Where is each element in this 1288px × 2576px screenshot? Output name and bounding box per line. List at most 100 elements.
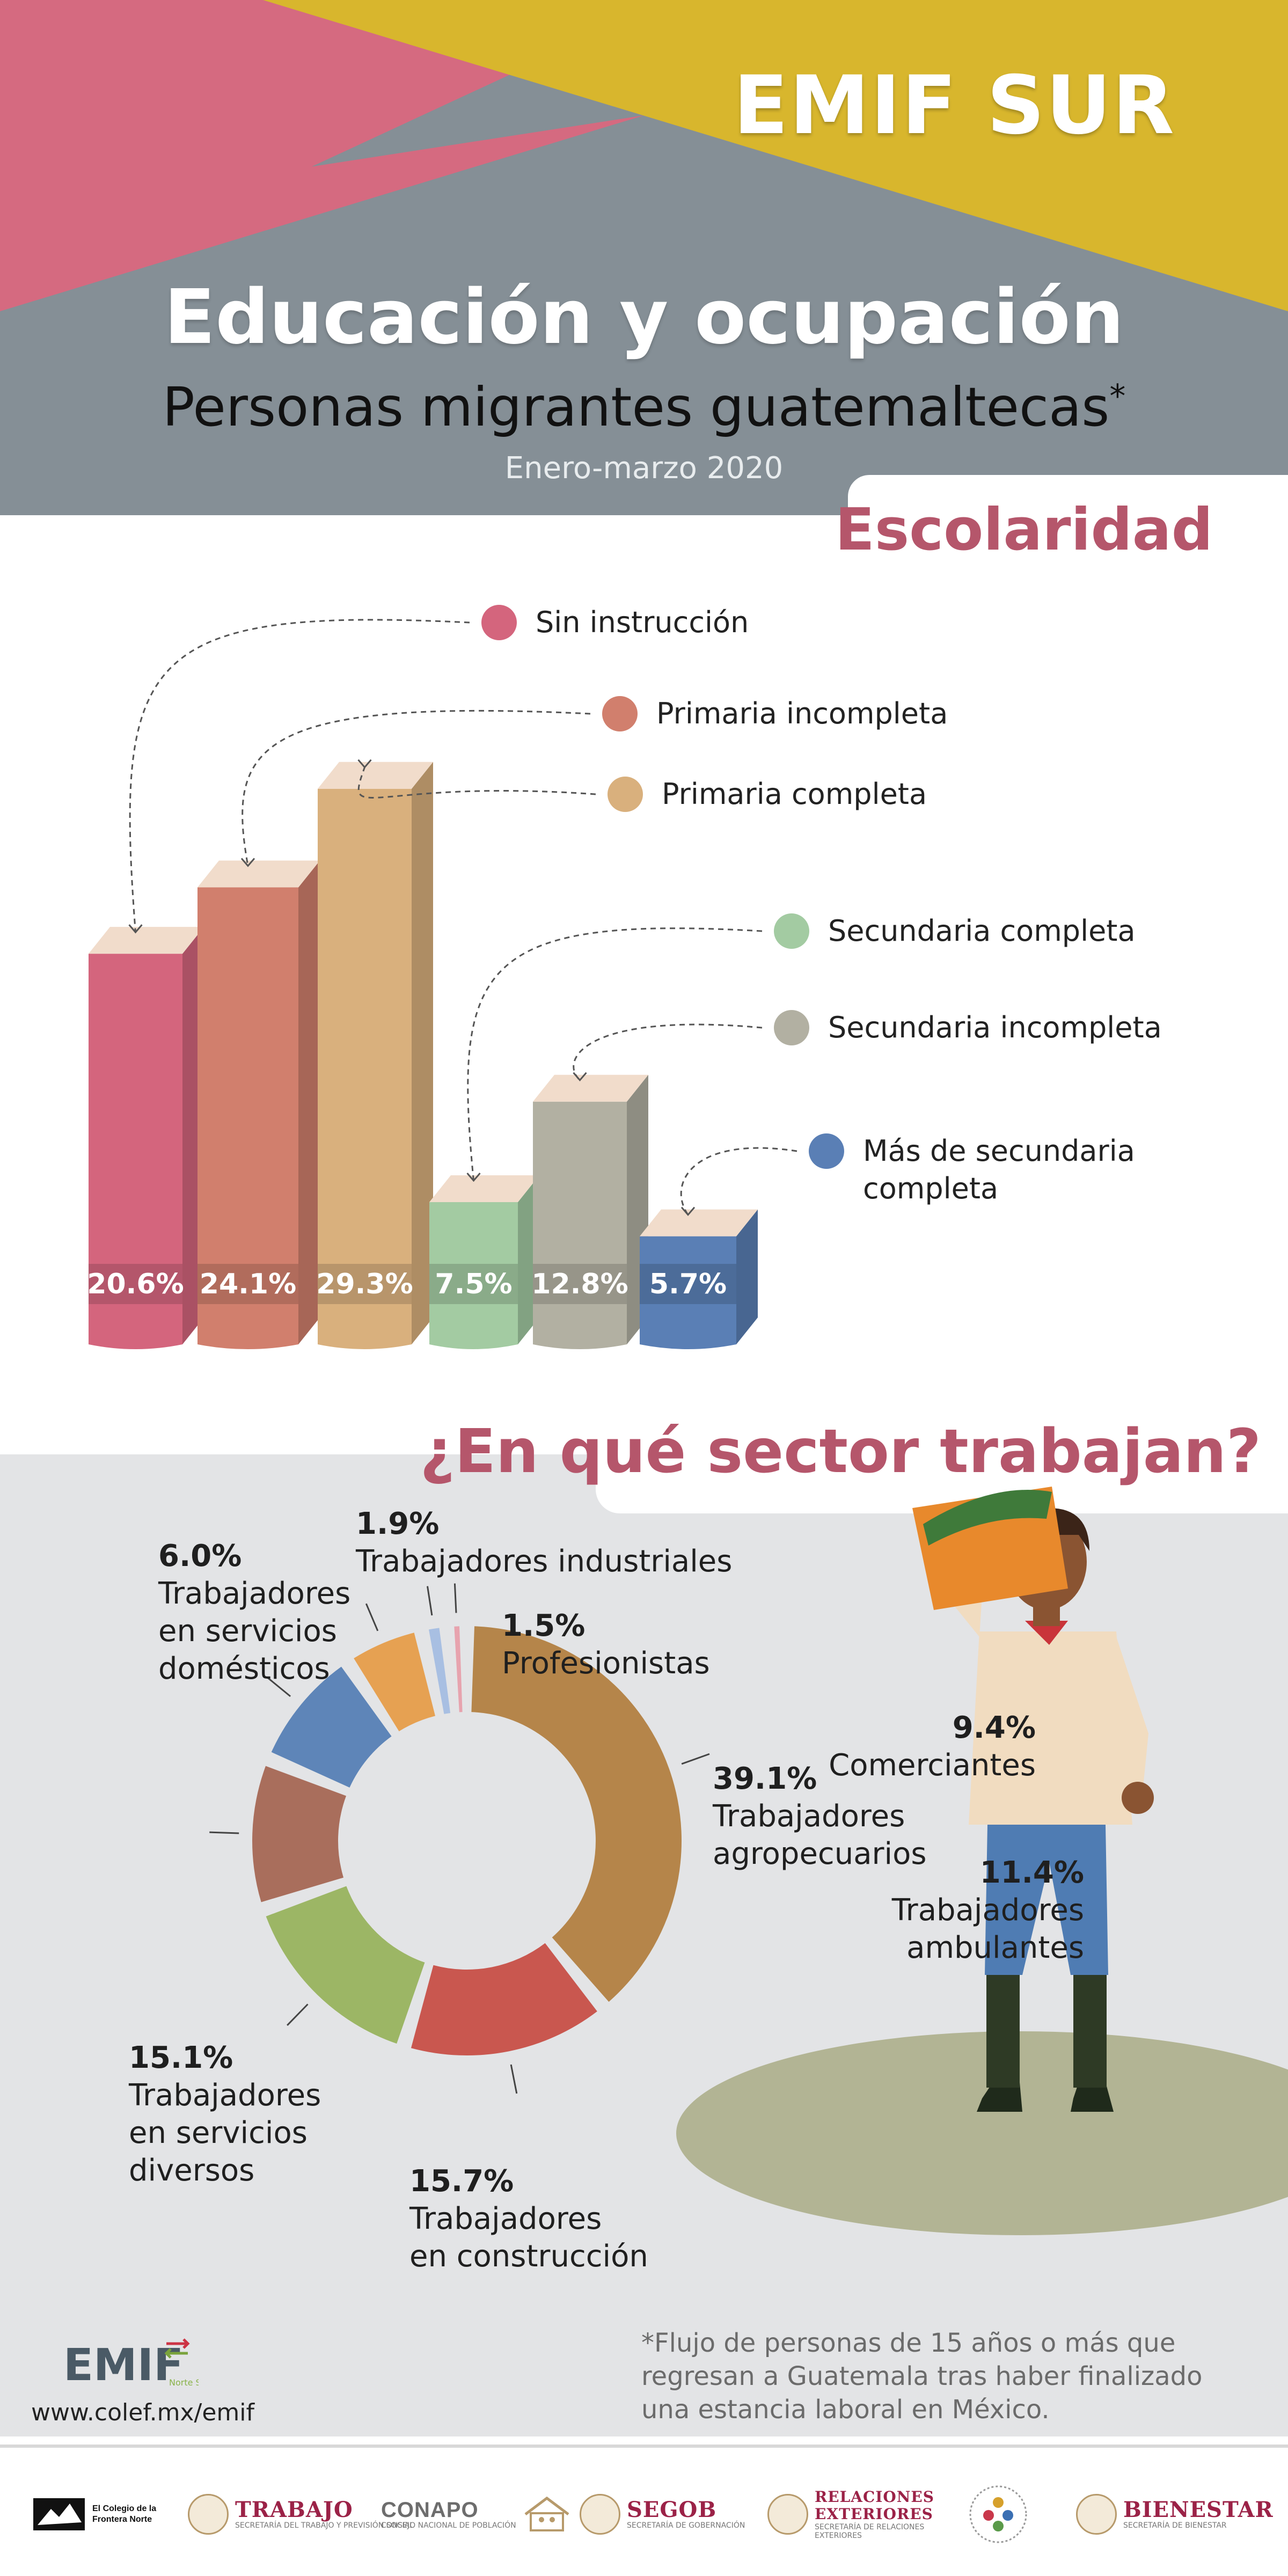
- sector-value: 1.9%: [356, 1506, 440, 1541]
- escolaridad-tab: [848, 475, 1288, 577]
- sector-label: 15.7% Trabajadores en construcción: [409, 2163, 648, 2275]
- legend-dot: [481, 605, 517, 640]
- sector-name: Trabajadores: [409, 2201, 602, 2236]
- shirt: [969, 1631, 1132, 1825]
- legend-label: Secundaria incompleta: [828, 1011, 1162, 1044]
- legend-label: Primaria completa: [662, 777, 927, 811]
- emif-logo-tag: Norte Sur: [169, 2377, 199, 2388]
- donut-slice: [271, 1666, 392, 1788]
- footnote: *Flujo de personas de 15 años o más que …: [641, 2328, 1203, 2425]
- escolaridad-chart: 20.6% 24.1% 29.3% 7.5% 12.8% 5.7% Sin instrucc…: [87, 605, 1162, 1349]
- period-label: Enero-marzo 2020: [504, 451, 784, 486]
- book-spine: [533, 1101, 627, 1349]
- header-background: [0, 0, 1288, 515]
- legend-leader: [357, 767, 596, 799]
- label-leader: [426, 1586, 433, 1616]
- ground-shadow: [676, 2031, 1288, 2235]
- sector-name: Profesionistas: [502, 1646, 710, 1681]
- institution-name: SEGOB: [627, 2497, 717, 2522]
- donut-slice: [411, 1943, 597, 2055]
- leader-arrow: [680, 1206, 696, 1216]
- legend-leader: [241, 709, 591, 866]
- institution-sub: SECRETARÍA DE GOBERNACIÓN: [627, 2521, 745, 2530]
- donut-slice: [266, 1886, 425, 2044]
- sector-label: 15.1% Trabajadores en servicios diversos: [129, 2039, 321, 2190]
- legend-label: Más de secundaria: [863, 1134, 1135, 1168]
- sector-name: domésticos: [158, 1651, 330, 1686]
- legend-item: Primaria completa: [357, 759, 927, 812]
- donut-slice: [354, 1633, 435, 1732]
- institution-sub: SECRETARÍA DEL TRABAJO Y PREVISIÓN SOCIA…: [235, 2521, 414, 2530]
- sector-value: 9.4%: [952, 1710, 1036, 1745]
- institution-name: BIENESTAR: [1123, 2497, 1274, 2522]
- brand-title: EMIF SUR: [733, 59, 1175, 152]
- value-band: [89, 1264, 182, 1304]
- legend-item: Primaria incompleta: [240, 696, 948, 867]
- book-spine: [197, 887, 298, 1349]
- sector-value: 1.5%: [502, 1608, 586, 1643]
- institution-name: RELACIONES EXTERIORES: [815, 2488, 934, 2523]
- institution-name: TRABAJO: [235, 2497, 353, 2522]
- sector-value: 6.0%: [158, 1539, 242, 1574]
- sector-label: 1.5% Profesionistas: [502, 1607, 710, 1682]
- label-leader: [453, 1583, 457, 1613]
- value-band: [318, 1264, 412, 1304]
- institution-conapo: CONAPO CONSEJO NACIONAL DE POBLACIÓN: [381, 2485, 571, 2544]
- value-band: [640, 1264, 736, 1304]
- label-leader: [267, 1677, 291, 1697]
- value-label: 20.6%: [87, 1268, 184, 1300]
- institution-upm: [966, 2485, 1030, 2544]
- footer-divider: [0, 2445, 1288, 2448]
- sector-label: 9.4% Comerciantes: [829, 1709, 1036, 1784]
- book-spine: [89, 954, 182, 1349]
- legend-item: Secundaria incompleta: [573, 1010, 1162, 1082]
- website-link[interactable]: www.colef.mx/emif: [31, 2399, 254, 2426]
- book-side: [298, 860, 320, 1344]
- upm-logo-icon: [969, 2485, 1027, 2543]
- sector-label: 1.9% Trabajadores industriales: [356, 1505, 732, 1580]
- sector-title: ¿En qué sector trabajan?: [420, 1417, 1261, 1487]
- sector-name: Trabajadores industriales: [356, 1544, 733, 1579]
- legend-label: completa: [863, 1172, 998, 1205]
- book-bar: 7.5%: [429, 1175, 539, 1349]
- legend-dot: [809, 1133, 844, 1169]
- sector-name: en servicios: [158, 1614, 337, 1649]
- boot-right: [1071, 2082, 1114, 2112]
- sector-name: en construcción: [409, 2239, 648, 2274]
- page-title: Educación y ocupación: [164, 274, 1124, 361]
- institution-segob: SEGOB SECRETARÍA DE GOBERNACIÓN: [580, 2485, 745, 2544]
- value-label: 29.3%: [316, 1268, 413, 1300]
- subtitle-text: Personas migrantes guatemaltecas: [162, 376, 1110, 438]
- legend-leader: [467, 927, 763, 1181]
- legend-label: Secundaria completa: [828, 914, 1136, 948]
- sector-value: 39.1%: [713, 1761, 817, 1796]
- label-leader: [365, 1603, 379, 1631]
- legend-leader: [573, 1023, 763, 1081]
- value-band: [197, 1264, 298, 1304]
- legend-dot: [602, 696, 638, 731]
- sleeve-right: [1116, 1637, 1148, 1787]
- donut-slice: [252, 1766, 347, 1902]
- book-spine: [318, 788, 412, 1349]
- emif-logo: EMIF Norte Sur: [63, 2338, 199, 2391]
- leader-arrow: [240, 858, 255, 867]
- book-top: [318, 762, 433, 789]
- legend-dot: [608, 777, 643, 812]
- sector-value: 11.4%: [979, 1855, 1084, 1890]
- legend-leader: [680, 1147, 797, 1216]
- donut-slice: [429, 1628, 451, 1714]
- sector-name: Trabajadores: [713, 1799, 905, 1834]
- value-band: [533, 1264, 627, 1304]
- legend-item: Sin instrucción: [128, 605, 749, 934]
- sector-value: 15.1%: [129, 2040, 233, 2075]
- sector-name: diversos: [129, 2153, 255, 2188]
- sector-name: agropecuarios: [713, 1836, 927, 1871]
- leader-arrow: [466, 1173, 481, 1182]
- value-label: 12.8%: [531, 1268, 628, 1300]
- escolaridad-title: Escolaridad: [835, 496, 1213, 564]
- legend-item: Más de secundaria completa: [680, 1133, 1135, 1216]
- sector-name: Trabajadores: [891, 1893, 1084, 1928]
- leader-arrow: [573, 1072, 587, 1082]
- sector-label: 11.4% Trabajadores ambulantes: [892, 1854, 1084, 1967]
- book-top: [533, 1074, 648, 1102]
